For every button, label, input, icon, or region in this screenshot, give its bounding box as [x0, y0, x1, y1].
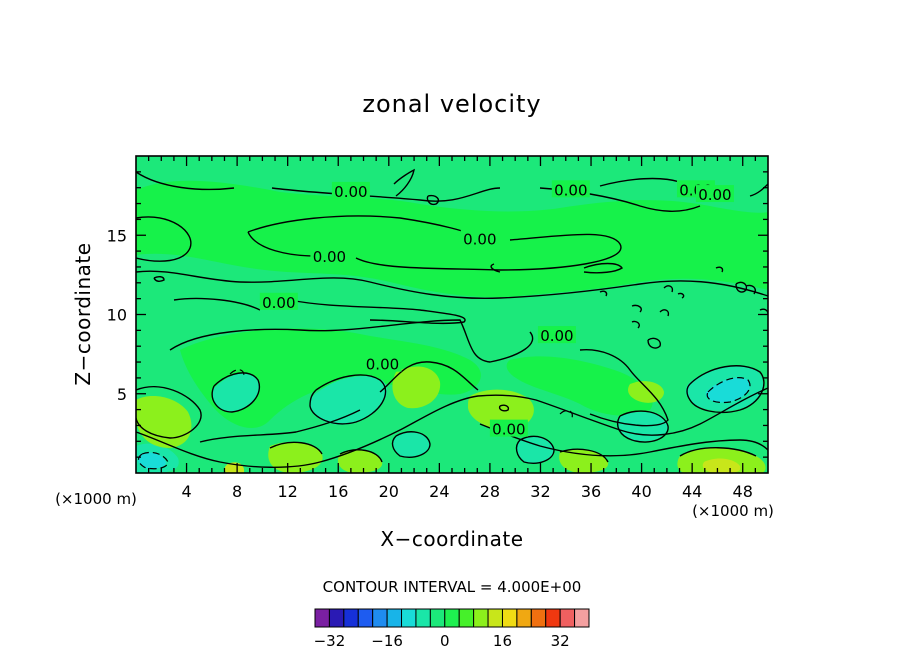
x-tick-label: 40	[631, 482, 651, 501]
x-tick-label: 4	[181, 482, 191, 501]
y-tick-label: 10	[107, 306, 127, 325]
x-tick-label: 20	[379, 482, 399, 501]
field-region-negative	[617, 411, 669, 442]
colorbar-swatch	[559, 608, 576, 628]
x-tick-label: 24	[429, 482, 449, 501]
colorbar-tick-label: 16	[493, 632, 512, 650]
contour-interval-text: CONTOUR INTERVAL = 4.000E+00	[323, 578, 582, 596]
colorbar-swatch	[458, 608, 475, 628]
colorbar-tick-labels: −32 −16 0 16 32	[314, 632, 570, 650]
contour-label-bg	[460, 229, 499, 247]
colorbar-swatch	[501, 608, 518, 628]
colorbar-swatch	[415, 608, 431, 628]
field-region-green	[506, 356, 653, 416]
field-region-negative-strong	[137, 452, 166, 469]
contour-label: 0.00	[262, 294, 295, 312]
colorbar-swatch	[444, 608, 460, 628]
plot-area	[136, 156, 768, 473]
field-region-positive	[268, 441, 323, 473]
colorbar-swatch	[545, 608, 561, 628]
y-tick-label: 5	[117, 385, 127, 404]
y-tick-label: 15	[107, 226, 127, 245]
colorbar-swatch	[343, 608, 359, 628]
x-tick-label: 16	[328, 482, 348, 501]
x-tick-label: 48	[733, 482, 753, 501]
axis-ticks	[136, 156, 768, 473]
colorbar-swatch	[314, 608, 330, 628]
field-region-positive	[136, 396, 192, 448]
x-axis-label: X−coordinate	[380, 527, 523, 551]
colorbar-tick-label: −32	[314, 632, 346, 650]
colorbar-swatch	[357, 608, 374, 628]
colorbar-swatch	[429, 608, 446, 628]
colorbar-tick-label: 32	[551, 632, 570, 650]
field-region-negative-strong	[705, 377, 750, 403]
field-region-positive	[337, 449, 383, 473]
colorbar	[314, 608, 590, 628]
field-region-negative	[516, 436, 554, 464]
contour-label-bg	[537, 326, 576, 344]
contour-label: 0.00	[698, 186, 731, 204]
contour-label: 0.00	[366, 356, 399, 374]
contour-label-bg	[259, 292, 298, 310]
colorbar-swatch	[487, 608, 503, 628]
colorbar-tick-label: −16	[371, 632, 403, 650]
y-tick-labels: 5 10 15	[107, 226, 127, 404]
colorbar-swatch	[473, 608, 489, 628]
contour-label-bg	[551, 180, 590, 198]
colorbar-swatch	[372, 608, 388, 628]
field-region-negative	[309, 376, 388, 425]
y-axis-label: Z−coordinate	[71, 242, 95, 385]
contour-label: 0.00	[313, 248, 346, 266]
field-region-green	[180, 328, 481, 429]
x-unit-label: (×1000 m)	[692, 502, 774, 520]
field-region-negative	[392, 431, 430, 458]
contour-label-bg	[363, 354, 402, 372]
contour-label-bg	[695, 185, 734, 203]
field-region-positive-strong	[702, 458, 741, 473]
colorbar-swatch	[574, 608, 590, 628]
colorbar-swatch	[401, 608, 417, 628]
colorbar-swatch	[386, 608, 403, 628]
contour-label-bg	[310, 246, 349, 264]
contour-label: 0.00	[540, 327, 573, 345]
field-region-positive	[392, 366, 441, 409]
contour-labels: 0.000.000.000.000.000.000.000.000.000.00	[259, 180, 734, 439]
x-tick-label: 36	[581, 482, 601, 501]
colorbar-swatch	[328, 608, 345, 628]
contour-label: 0.00	[554, 181, 587, 199]
field-region-green	[136, 211, 197, 254]
y-unit-label: (×1000 m)	[55, 490, 137, 508]
x-tick-labels: 4 8 12 16 20 24 28 32 36 40 44 48	[181, 482, 752, 501]
contour-label-bg	[331, 181, 370, 199]
x-tick-label: 28	[480, 482, 500, 501]
x-tick-label: 44	[682, 482, 702, 501]
contour-label: 0.00	[334, 183, 367, 201]
x-tick-label: 8	[232, 482, 242, 501]
colorbar-swatch	[516, 608, 532, 628]
contour-label: 0.00	[463, 230, 496, 248]
chart-title: zonal velocity	[362, 90, 541, 118]
contour-label-bg	[489, 419, 528, 437]
field-region-negative	[212, 373, 260, 412]
colorbar-swatch	[530, 608, 547, 628]
x-tick-label: 32	[530, 482, 550, 501]
colorbar-tick-label: 0	[440, 632, 450, 650]
contour-label: 0.00	[492, 421, 525, 439]
x-tick-label: 12	[278, 482, 298, 501]
